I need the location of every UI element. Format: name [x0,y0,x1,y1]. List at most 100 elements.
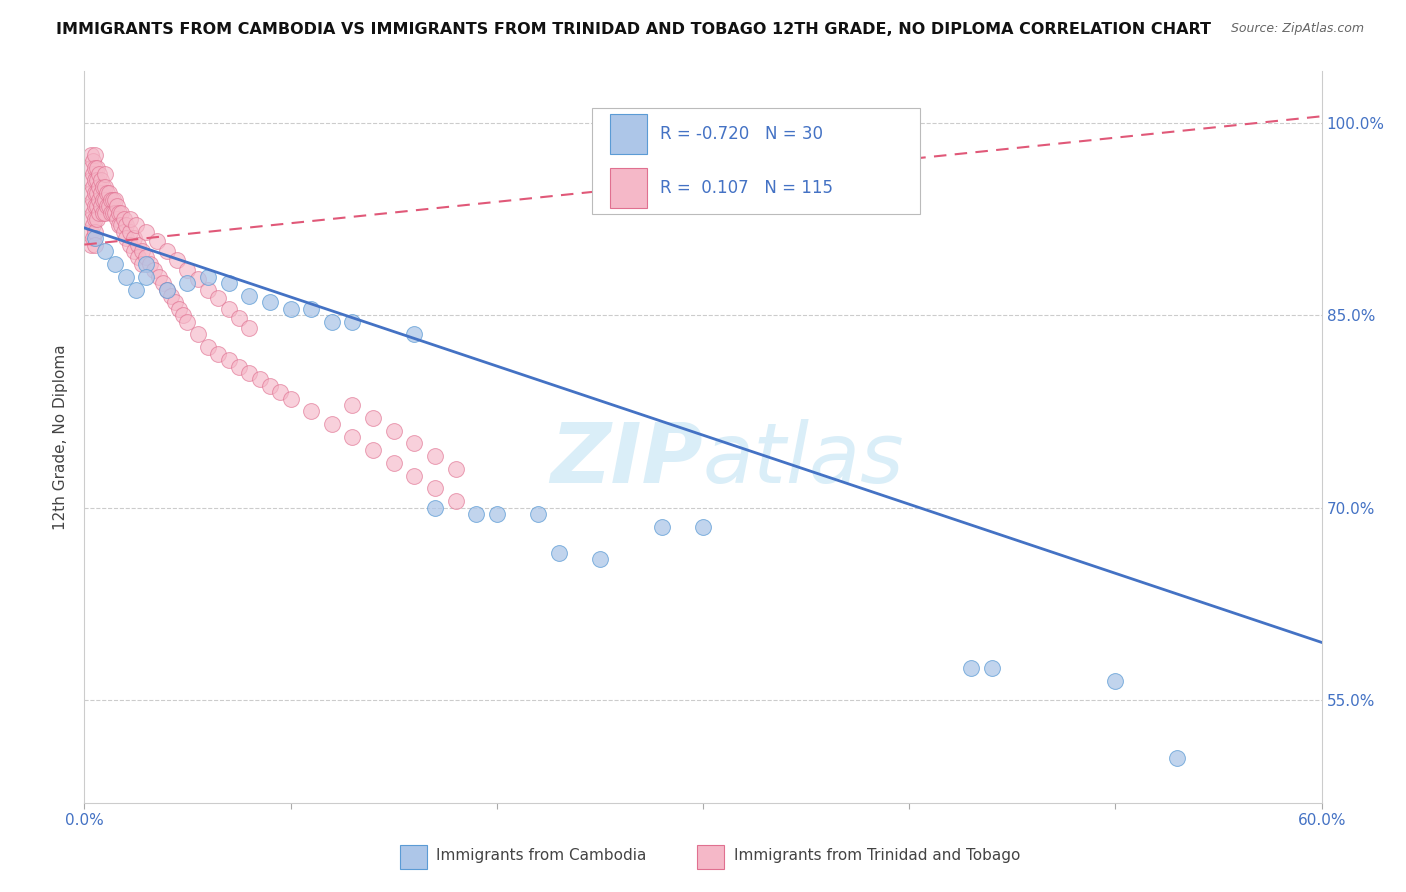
Point [342,398,364,412]
Point [382,456,405,470]
Point [82,167,104,181]
Point [105,199,128,213]
Point [83,199,105,213]
Point [156,244,179,258]
Point [91,205,114,219]
Point [86,173,108,187]
Point [104,193,127,207]
Point [100,205,122,219]
Point [465,507,488,521]
Point [692,520,714,534]
Point [86,161,108,175]
Point [342,430,364,444]
Point [299,301,322,316]
Point [299,404,322,418]
Point [87,179,110,194]
Point [361,442,384,457]
Point [100,193,122,207]
Point [122,244,145,258]
Point [90,186,112,201]
Point [118,225,141,239]
Point [79,199,101,213]
Point [207,346,229,360]
Point [94,179,117,194]
Point [423,500,446,515]
Point [167,301,190,316]
Point [960,661,983,675]
Point [82,219,104,233]
Point [423,450,446,464]
Point [187,272,209,286]
Text: IMMIGRANTS FROM CAMBODIA VS IMMIGRANTS FROM TRINIDAD AND TOBAGO 12TH GRADE, NO D: IMMIGRANTS FROM CAMBODIA VS IMMIGRANTS F… [56,22,1211,37]
Point [98,199,121,213]
Point [91,179,114,194]
Point [156,283,179,297]
Point [280,392,302,406]
FancyBboxPatch shape [610,113,647,154]
Point [104,257,127,271]
Point [98,186,121,201]
Point [280,301,302,316]
Point [112,225,135,239]
Point [238,366,260,380]
Text: Immigrants from Cambodia: Immigrants from Cambodia [436,848,647,863]
Point [79,148,101,162]
FancyBboxPatch shape [697,846,724,869]
Point [342,315,364,329]
Point [404,436,426,450]
Point [86,186,108,201]
Point [228,359,250,374]
Point [125,219,148,233]
Point [96,186,118,201]
Point [83,186,105,201]
Point [160,289,183,303]
Point [131,244,153,258]
Point [83,237,105,252]
Point [1104,673,1126,688]
Point [94,205,117,219]
Point [82,231,104,245]
Point [82,193,104,207]
Point [651,520,673,534]
Point [176,315,198,329]
Point [165,295,187,310]
Point [197,283,219,297]
Point [112,211,135,226]
Point [103,205,125,219]
Point [135,257,157,271]
Point [404,468,426,483]
Point [143,263,166,277]
Point [321,417,343,432]
Point [83,225,105,239]
Point [118,237,141,252]
Point [197,340,219,354]
Point [172,308,194,322]
Text: Immigrants from Trinidad and Tobago: Immigrants from Trinidad and Tobago [734,848,1021,863]
Point [87,205,110,219]
Point [980,661,1002,675]
Point [187,327,209,342]
Point [83,148,105,162]
Point [269,385,291,400]
Point [79,173,101,187]
FancyBboxPatch shape [592,108,920,214]
Point [110,205,132,219]
Point [238,289,260,303]
Point [87,193,110,207]
Point [135,225,157,239]
Point [131,257,153,271]
Point [82,154,104,169]
Point [110,219,132,233]
Point [135,269,157,284]
Point [94,193,117,207]
Point [90,199,112,213]
Point [547,545,569,559]
Point [108,219,131,233]
Point [197,269,219,284]
Point [91,193,114,207]
Point [114,269,136,284]
Point [176,263,198,277]
Point [79,211,101,226]
Point [135,251,157,265]
Point [87,167,110,181]
